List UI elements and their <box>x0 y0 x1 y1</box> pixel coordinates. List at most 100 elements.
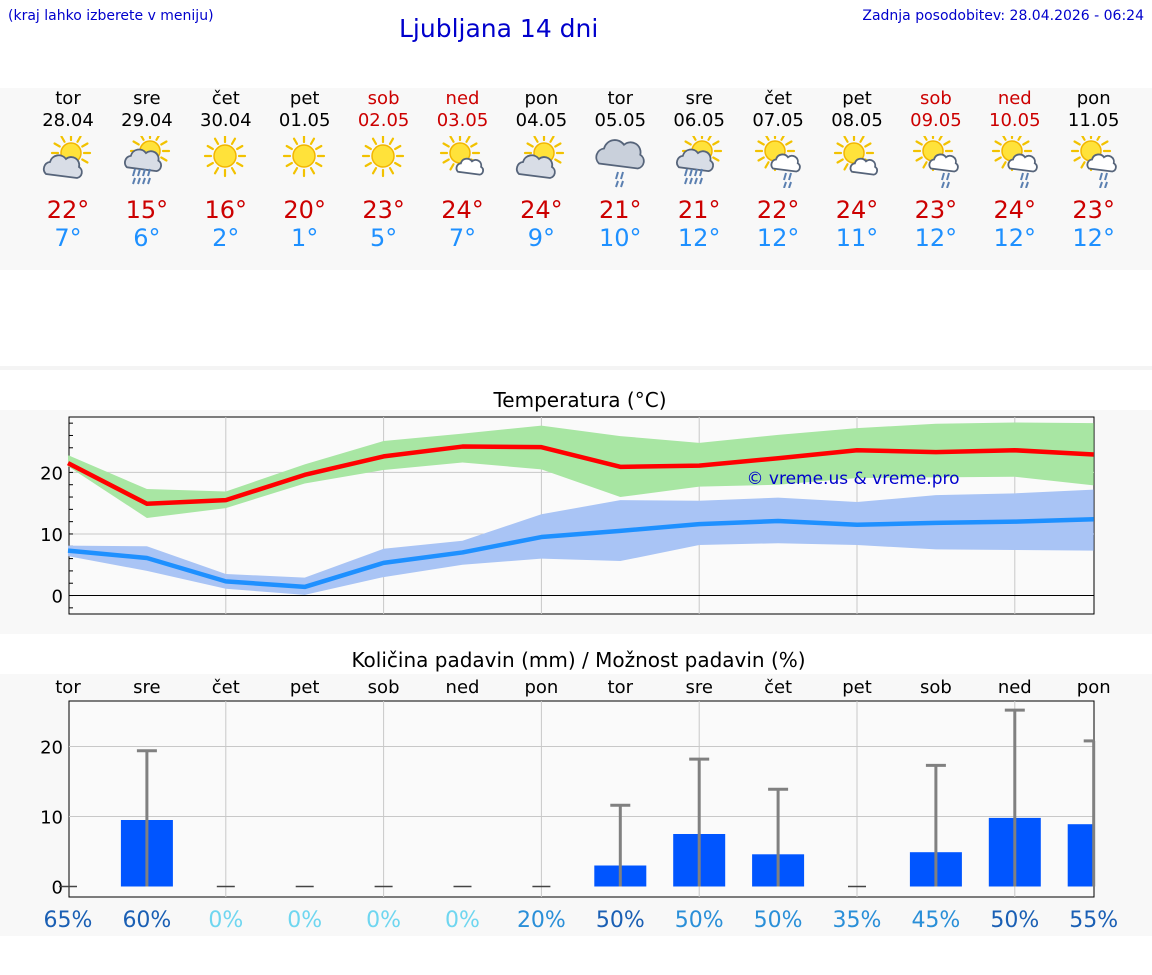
x-category-label: čet <box>764 677 792 698</box>
y-tick-label: 0 <box>52 587 63 608</box>
day-date: 03.05 <box>436 110 489 131</box>
day-name: sob <box>919 88 952 109</box>
y-tick-label: 10 <box>40 525 63 546</box>
divider <box>0 366 1152 370</box>
partly-cloudy-sun-icon <box>516 136 565 179</box>
sun-cloud-rain-icon <box>676 136 723 185</box>
x-category-label: tor <box>608 677 634 698</box>
day-column: pet 01.05 20° 1° <box>260 88 350 252</box>
max-temperature: 24° <box>520 196 563 224</box>
day-name: tor <box>55 88 81 109</box>
page-title: Ljubljana 14 dni <box>399 14 599 43</box>
precipitation-chance-label: 45% <box>911 908 960 933</box>
min-temperature-line <box>67 516 1094 590</box>
day-column: tor 05.05 21° 10° <box>575 88 665 252</box>
min-temperature: 12° <box>1072 224 1115 252</box>
precipitation-chance-label: 0% <box>445 908 480 933</box>
x-category-label: pet <box>842 677 872 698</box>
max-temperature: 22° <box>46 196 90 224</box>
day-column: čet 30.04 16° 2° <box>181 88 271 252</box>
precipitation-chance-label: 50% <box>990 908 1039 933</box>
day-date: 28.04 <box>42 110 94 131</box>
precipitation-chance-label: 60% <box>122 908 171 933</box>
day-column: sre 29.04 15° 6° <box>102 88 192 252</box>
sun-small-cloud-icon <box>833 136 878 176</box>
day-column: pet 08.05 24° 11° <box>812 88 902 252</box>
max-temperature: 16° <box>204 196 248 224</box>
day-date: 01.05 <box>278 110 331 131</box>
y-tick-label: 0 <box>52 878 63 899</box>
max-temperature: 24° <box>441 196 484 224</box>
min-temperature: 7° <box>54 224 82 252</box>
max-temperature: 23° <box>1072 196 1115 224</box>
sun-cloud-rain-icon <box>124 136 170 185</box>
day-date: 30.04 <box>200 110 252 131</box>
day-column: sre 06.05 21° 12° <box>654 88 744 252</box>
day-date: 04.05 <box>515 110 568 131</box>
precipitation-chance-label: 20% <box>517 908 566 933</box>
day-date: 05.05 <box>594 110 647 131</box>
max-temperature: 15° <box>125 196 169 224</box>
partly-cloudy-sun-icon <box>42 136 92 179</box>
max-temperature: 24° <box>993 196 1037 224</box>
day-column: pon 04.05 24° 9° <box>496 88 586 252</box>
day-name: sob <box>367 88 400 109</box>
sun-cloud-light-rain-icon <box>991 136 1038 188</box>
min-temperature: 12° <box>677 224 721 252</box>
x-category-label: pet <box>290 677 320 698</box>
day-date: 11.05 <box>1067 110 1120 131</box>
precipitation-chance-label: 65% <box>44 908 93 933</box>
x-category-label: tor <box>55 677 81 698</box>
max-temperature: 21° <box>677 196 721 224</box>
day-name: pet <box>289 88 320 109</box>
precipitation-chance-label: 50% <box>754 908 803 933</box>
min-temperature: 10° <box>599 224 642 252</box>
min-temperature: 12° <box>756 224 800 252</box>
y-tick-label: 20 <box>40 738 63 759</box>
last-updated: Zadnja posodobitev: 28.04.2026 - 06:24 <box>862 8 1144 24</box>
sun-cloud-light-rain-icon <box>1070 136 1117 188</box>
precipitation-chance-label: 0% <box>287 908 322 933</box>
day-name: pet <box>842 88 872 109</box>
precipitation-chart-title: Količina padavin (mm) / Možnost padavin … <box>351 648 806 672</box>
copyright-watermark: © vreme.us & vreme.pro <box>746 469 959 489</box>
day-date: 02.05 <box>357 110 410 131</box>
sun-icon <box>282 136 325 178</box>
day-name: sre <box>685 88 713 109</box>
min-temperature: 12° <box>914 224 958 252</box>
y-tick-label: 10 <box>40 808 63 829</box>
min-temperature: 2° <box>212 224 240 252</box>
precipitation-chance-label: 35% <box>833 908 882 933</box>
day-date: 10.05 <box>989 110 1041 131</box>
day-column: ned 03.05 24° 7° <box>418 88 508 252</box>
min-temperature: 6° <box>133 224 161 252</box>
sun-small-cloud-icon <box>439 136 484 176</box>
precipitation-chance-label: 0% <box>366 908 401 933</box>
min-temperature: 1° <box>291 224 319 252</box>
min-temperature: 9° <box>527 224 556 252</box>
day-date: 08.05 <box>831 110 883 131</box>
max-temperature-line <box>66 444 1094 507</box>
daily-forecast-strip <box>0 88 1152 270</box>
day-name: ned <box>445 88 480 109</box>
x-category-label: ned <box>446 677 480 698</box>
max-temperature-range-band <box>68 422 1094 518</box>
min-temperature: 7° <box>448 224 477 252</box>
location-hint: (kraj lahko izberete v meniju) <box>8 8 214 24</box>
sun-icon <box>361 136 404 178</box>
max-temperature: 21° <box>599 196 642 224</box>
day-name: sre <box>133 88 161 109</box>
day-column: tor 28.04 22° 7° <box>23 88 113 252</box>
precipitation-bar <box>1067 824 1094 887</box>
max-temperature: 20° <box>283 196 326 224</box>
x-category-label: pon <box>1077 677 1111 698</box>
precipitation-chance-label: 50% <box>596 908 645 933</box>
sun-cloud-light-rain-icon <box>754 136 801 188</box>
temperature-chart: 0 10 20 © vreme.us & vreme.pro <box>40 416 1095 615</box>
day-column: pon 11.05 23° 12° <box>1049 88 1139 252</box>
x-category-label: sob <box>368 677 400 698</box>
day-name: ned <box>997 88 1032 109</box>
day-name: čet <box>211 88 240 109</box>
min-temperature: 12° <box>993 224 1037 252</box>
y-tick-label: 20 <box>40 463 63 484</box>
